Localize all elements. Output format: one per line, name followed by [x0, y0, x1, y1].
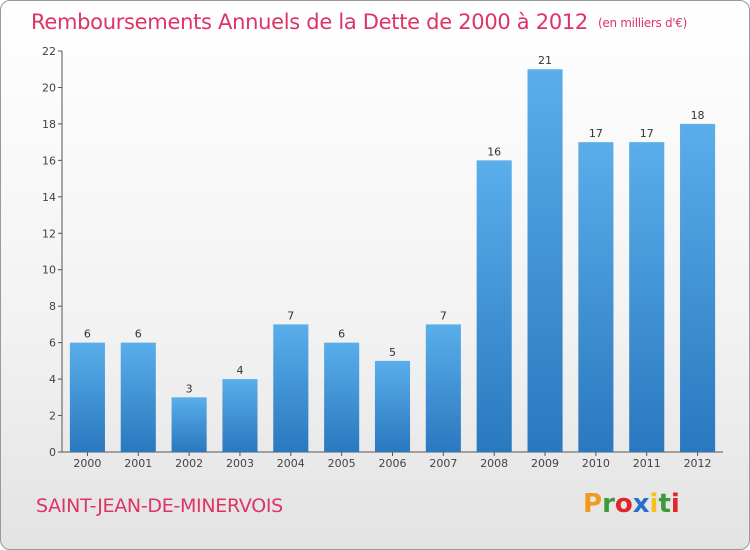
- x-tick-label: 2006: [379, 457, 407, 470]
- bar: [578, 142, 614, 453]
- data-label: 5: [389, 346, 396, 359]
- brand-letter: i: [670, 489, 680, 519]
- bar: [629, 142, 665, 453]
- y-tick-label: 0: [49, 446, 56, 459]
- chart-unit: (en milliers d'€): [598, 16, 688, 30]
- data-label: 21: [538, 54, 552, 67]
- chart-title-text: Remboursements Annuels de la Dette de 20…: [31, 10, 588, 34]
- brand-logo: Proxiti: [583, 489, 680, 519]
- bar: [425, 324, 461, 452]
- brand-letter: x: [632, 489, 650, 519]
- bar: [324, 342, 360, 452]
- y-tick-label: 22: [42, 45, 56, 58]
- x-tick-label: 2001: [124, 457, 152, 470]
- data-label: 6: [338, 328, 345, 341]
- data-label: 16: [487, 145, 501, 158]
- y-tick-label: 6: [49, 337, 56, 350]
- bar: [171, 397, 207, 452]
- y-tick-label: 4: [49, 373, 56, 386]
- x-tick-label: 2011: [633, 457, 661, 470]
- brand-letter: o: [614, 489, 633, 519]
- chart-title: Remboursements Annuels de la Dette de 20…: [31, 7, 687, 37]
- bar: [374, 360, 411, 452]
- y-tick-label: 16: [42, 154, 56, 167]
- x-tick-label: 2012: [684, 457, 712, 470]
- data-label: 17: [640, 127, 654, 140]
- x-tick-label: 2007: [429, 457, 457, 470]
- bar: [222, 379, 258, 452]
- y-tick-label: 18: [42, 118, 56, 131]
- bar: [476, 160, 512, 452]
- bar: [69, 342, 105, 452]
- data-label: 7: [287, 309, 294, 322]
- x-tick-label: 2004: [277, 457, 305, 470]
- data-label: 6: [135, 328, 142, 341]
- brand-letter: t: [658, 489, 671, 519]
- y-tick-label: 20: [42, 81, 56, 94]
- y-tick-label: 8: [49, 300, 56, 313]
- x-tick-label: 2010: [582, 457, 610, 470]
- data-label: 4: [236, 364, 243, 377]
- brand-letter: P: [583, 489, 603, 519]
- x-tick-label: 2000: [73, 457, 101, 470]
- location-name: SAINT-JEAN-DE-MINERVOIS: [36, 495, 283, 517]
- x-tick-label: 2009: [531, 457, 559, 470]
- brand-letter: r: [602, 489, 615, 519]
- bar: [680, 123, 716, 452]
- y-tick-label: 2: [49, 410, 56, 423]
- y-tick-label: 14: [42, 191, 56, 204]
- bar: [273, 324, 309, 452]
- x-tick-label: 2003: [226, 457, 254, 470]
- data-label: 18: [691, 109, 705, 122]
- x-tick-label: 2005: [328, 457, 356, 470]
- brand-letter: i: [649, 489, 659, 519]
- data-label: 6: [84, 328, 91, 341]
- x-tick-label: 2002: [175, 457, 203, 470]
- data-label: 3: [186, 382, 193, 395]
- y-tick-label: 12: [42, 227, 56, 240]
- bar: [527, 69, 563, 453]
- data-label: 17: [589, 127, 603, 140]
- y-tick-label: 10: [42, 264, 56, 277]
- bar: [120, 342, 156, 452]
- x-tick-label: 2008: [480, 457, 508, 470]
- data-label: 7: [440, 309, 447, 322]
